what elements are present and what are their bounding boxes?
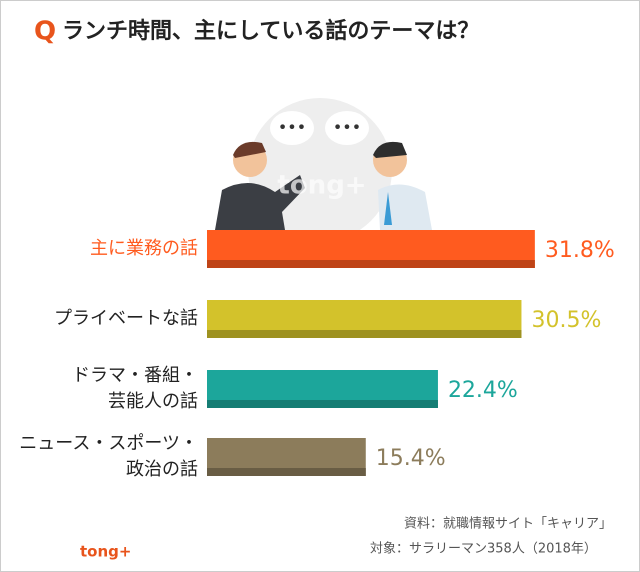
source-line: 対象：サラリーマン358人（2018年） [370, 542, 597, 557]
category-label: プライベートな話 [54, 308, 198, 329]
bar-shadow [207, 260, 535, 268]
category-label: 芸能人の話 [108, 391, 198, 412]
category-label: 主に業務の話 [90, 238, 198, 259]
logo: tong+ [80, 543, 131, 561]
value-label: 31.8% [545, 238, 615, 263]
bar-shadow [207, 400, 438, 408]
chart-title: ランチ時間、主にしている話のテーマは？ [62, 18, 479, 44]
svg-text:•••: ••• [278, 118, 306, 137]
value-label: 15.4% [376, 446, 446, 471]
svg-text:tong+: tong+ [277, 171, 366, 201]
title-marker: Q [34, 17, 56, 47]
category-label: ドラマ・番組・ [72, 365, 198, 386]
value-label: 30.5% [531, 308, 601, 333]
value-label: 22.4% [448, 378, 518, 403]
category-label: ニュース・スポーツ・ [19, 433, 198, 454]
illustration: ••• ••• tong+ [215, 98, 432, 242]
svg-text:•••: ••• [333, 118, 361, 137]
category-label: 政治の話 [126, 459, 198, 480]
source-line: 資料：就職情報サイト「キャリア」 [404, 517, 612, 532]
bar-shadow [207, 330, 522, 338]
bar-shadow [207, 468, 366, 476]
